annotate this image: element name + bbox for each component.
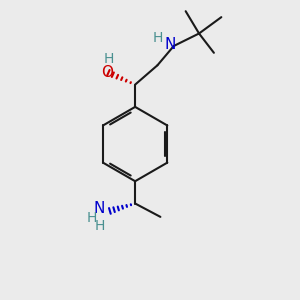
Text: H: H — [103, 52, 114, 66]
Text: H: H — [152, 31, 163, 45]
Text: N: N — [164, 37, 176, 52]
Text: O: O — [101, 64, 113, 80]
Text: N: N — [94, 201, 105, 216]
Text: H: H — [87, 212, 97, 225]
Text: H: H — [94, 219, 105, 233]
